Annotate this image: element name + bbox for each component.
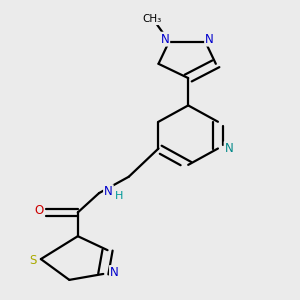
Text: S: S	[29, 254, 37, 267]
Text: CH₃: CH₃	[142, 14, 162, 24]
Text: O: O	[34, 204, 44, 218]
Text: N: N	[205, 33, 214, 46]
Text: H: H	[115, 191, 123, 201]
Text: N: N	[225, 142, 233, 155]
Text: N: N	[104, 185, 113, 198]
Text: N: N	[110, 266, 119, 279]
Text: N: N	[160, 33, 169, 46]
